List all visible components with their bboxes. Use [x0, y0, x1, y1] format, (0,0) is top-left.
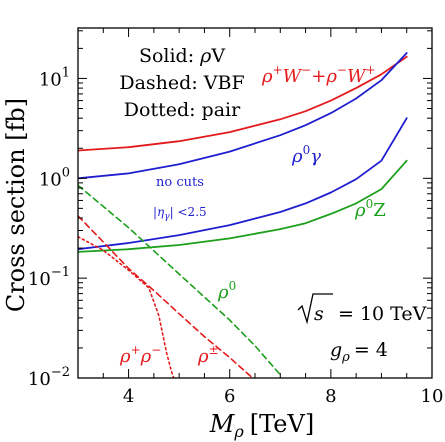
series-line-1	[78, 52, 408, 180]
svg-text:= 10 TeV: = 10 TeV	[338, 303, 427, 325]
series-layer	[78, 52, 408, 378]
x-tick-label: 4	[123, 386, 134, 407]
y-tick-label: 10−2	[28, 365, 70, 390]
series-line-5	[78, 215, 254, 378]
tick-labels: 4 6 8 10 10−2 10−1 100 101	[28, 65, 444, 407]
condition-sqrt-s: s = 10 TeV	[297, 293, 427, 325]
series-line-3	[78, 159, 408, 253]
label-rho0: ρ0	[217, 279, 236, 303]
series-line-6	[78, 235, 175, 378]
series-line-0	[78, 55, 408, 152]
label-rhopm: ρ±	[197, 343, 219, 367]
condition-g-rho: gρ = 4	[330, 339, 388, 365]
x-axis-title: Mρ [TeV]	[209, 410, 314, 441]
legend-note-solid: Solid: ρV	[139, 45, 225, 67]
label-rhopair: ρ+ρ−	[119, 343, 161, 367]
legend-note-dashed: Dashed: VBF	[119, 72, 244, 94]
label-rho0gamma: ρ0γ	[291, 143, 321, 167]
label-no-cuts: no cuts	[156, 175, 204, 190]
svg-text:s: s	[314, 303, 324, 325]
label-rhoW: ρ+W−+ρ−W+	[261, 63, 376, 87]
series-line-4	[78, 184, 282, 376]
legend-note-dotted: Dotted: pair	[124, 99, 241, 121]
x-tick-label: 8	[325, 386, 336, 407]
y-tick-label: 101	[39, 65, 70, 90]
y-axis-title: Cross section [fb]	[2, 98, 30, 312]
y-tick-label: 10−1	[28, 265, 70, 290]
label-eta-cut: |ηγ| <2.5	[153, 205, 207, 222]
y-tick-label: 100	[39, 165, 70, 190]
x-tick-label: 6	[224, 386, 235, 407]
axes-frame	[77, 27, 433, 379]
series-line-2	[78, 117, 408, 251]
label-rho0Z: ρ0Z	[354, 197, 386, 221]
x-tick-label: 10	[421, 386, 444, 407]
